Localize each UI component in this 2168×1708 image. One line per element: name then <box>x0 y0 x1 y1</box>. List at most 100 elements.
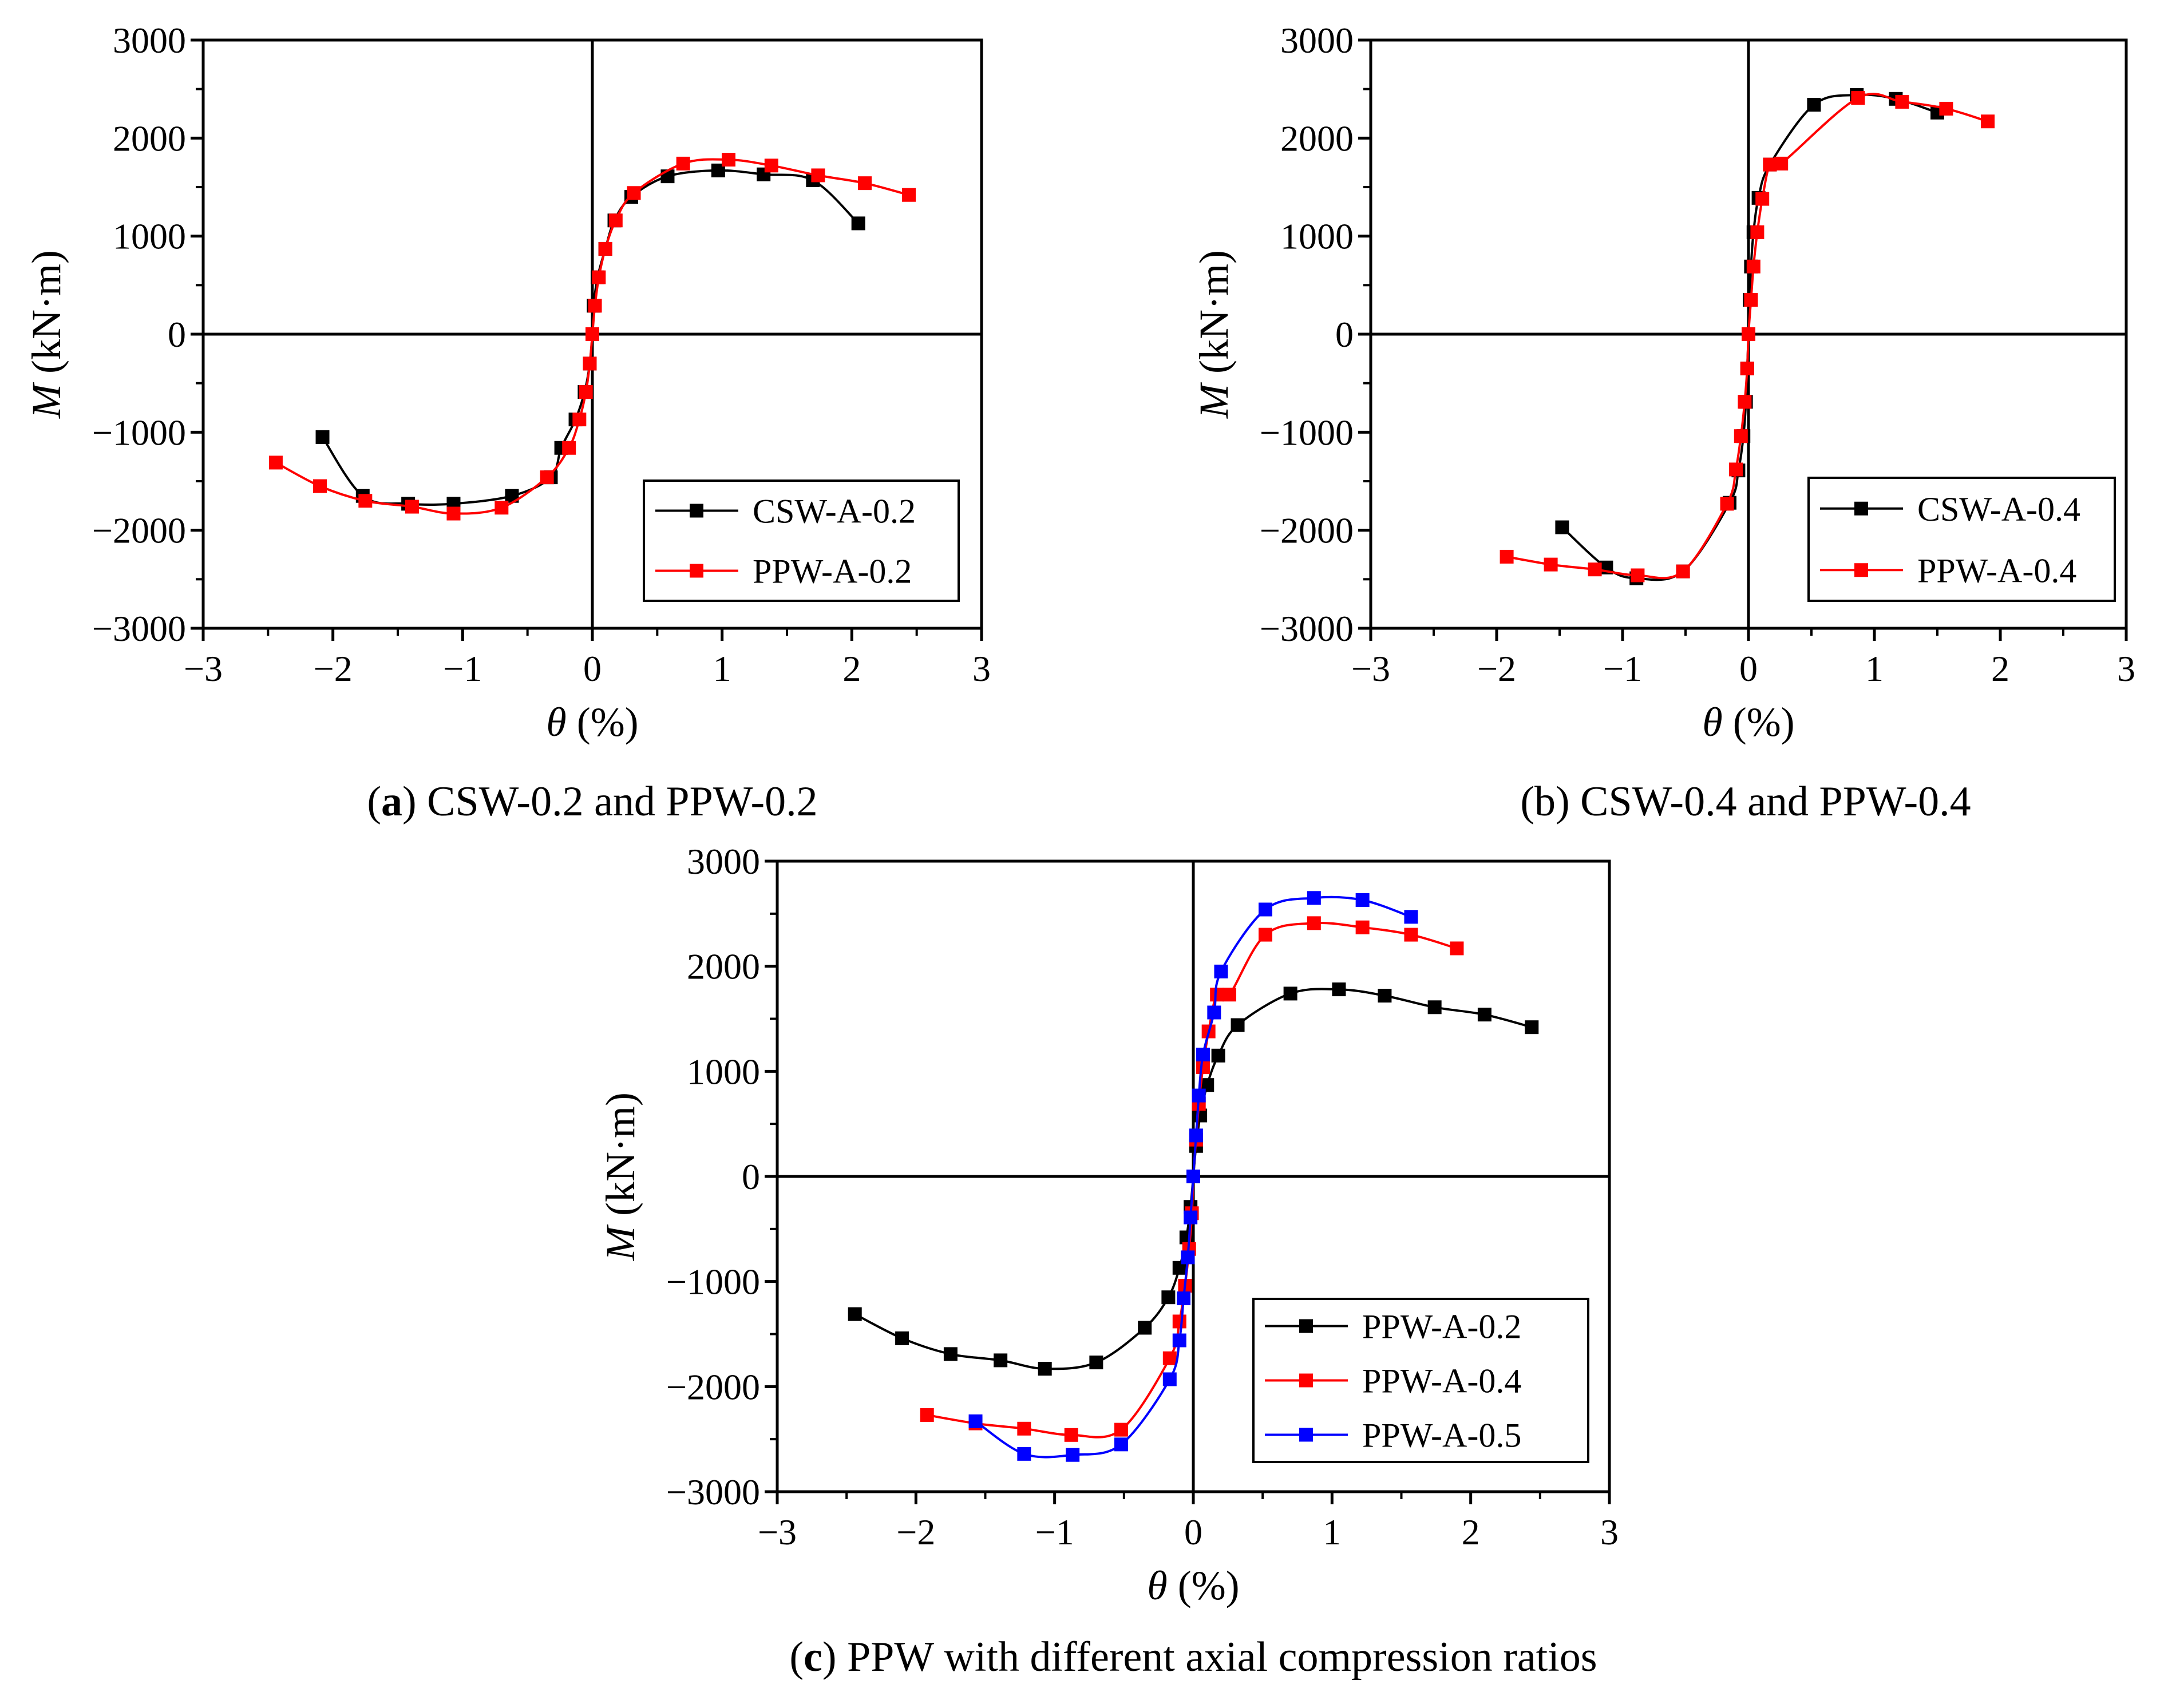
x-tick-label: 2 <box>1991 648 2009 689</box>
data-point <box>1223 988 1237 1002</box>
x-tick-label: 0 <box>1739 648 1758 689</box>
data-point <box>764 158 778 173</box>
data-point <box>1404 928 1418 942</box>
x-tick-label: 1 <box>713 648 731 689</box>
y-tick-label: −3000 <box>1260 608 1354 649</box>
data-point <box>592 270 606 284</box>
data-point <box>579 385 593 399</box>
y-tick-label: −2000 <box>666 1366 760 1407</box>
data-point <box>1172 1314 1186 1329</box>
caption-letter: a <box>381 778 402 825</box>
data-point <box>1066 1448 1080 1462</box>
data-point <box>676 156 690 171</box>
y-tick-label: 1000 <box>687 1051 760 1092</box>
data-point <box>1181 1250 1195 1265</box>
data-point <box>608 213 623 228</box>
caption-text: CSW-0.2 and PPW-0.2 <box>417 778 818 825</box>
legend-marker <box>1299 1373 1313 1388</box>
x-tick-label: 2 <box>842 648 861 689</box>
legend-marker <box>690 504 703 518</box>
data-point <box>1259 928 1273 942</box>
data-point <box>1307 891 1321 905</box>
x-axis-title: θ (%) <box>1702 699 1794 745</box>
y-axis-symbol: M <box>598 1224 643 1261</box>
data-point <box>811 168 825 183</box>
caption-text: PPW with different axial compression rat… <box>837 1634 1597 1681</box>
data-point <box>1186 1170 1200 1183</box>
legend-label: CSW-A-0.4 <box>1917 490 2080 528</box>
data-point <box>1038 1362 1052 1376</box>
data-point <box>1184 1210 1198 1224</box>
x-axis-title: θ (%) <box>1147 1563 1239 1608</box>
chart-panel-b: −3 −2 −1 0 1 2 3 −3000 −2000 −1000 0 1000 2000 3000 θ … <box>1191 20 2135 825</box>
data-point <box>1939 101 1953 116</box>
y-tick-label: −2000 <box>1260 510 1354 551</box>
data-point <box>848 1307 862 1321</box>
x-axis-symbol: θ <box>546 699 566 745</box>
data-point <box>943 1347 958 1361</box>
legend: PPW-A-0.2 PPW-A-0.4 PPW-A-0.5 <box>1252 1298 1589 1463</box>
data-point <box>1064 1428 1078 1442</box>
x-tick-label: −3 <box>1351 648 1390 689</box>
data-point <box>494 501 509 515</box>
data-point <box>598 241 612 256</box>
data-point <box>1750 225 1765 239</box>
data-point <box>1196 1047 1210 1061</box>
data-point <box>1332 982 1346 997</box>
caption-open-paren: ( <box>789 1634 804 1681</box>
data-point <box>1450 941 1464 956</box>
legend-marker <box>1854 563 1868 577</box>
data-point <box>902 188 916 202</box>
caption-letter: c <box>804 1634 822 1681</box>
data-point <box>1162 1351 1177 1365</box>
y-tick-label: 1000 <box>1280 216 1354 257</box>
data-point <box>1138 1321 1152 1335</box>
x-tick-label: −2 <box>896 1512 935 1552</box>
legend-marker <box>690 564 703 578</box>
x-axis-unit: (%) <box>1723 699 1795 745</box>
x-axis-symbol: θ <box>1147 1563 1167 1608</box>
data-point <box>1744 293 1758 307</box>
x-tick-label: −2 <box>314 648 353 689</box>
x-axis-unit: (%) <box>1168 1563 1240 1608</box>
data-point <box>1283 986 1297 1001</box>
y-tick-label: −2000 <box>92 510 186 551</box>
data-point <box>588 299 602 313</box>
data-point <box>1851 91 1865 105</box>
legend-label: PPW-A-0.5 <box>1362 1417 1521 1455</box>
panel-caption: (b) CSW-0.4 and PPW-0.4 <box>1520 778 1971 825</box>
data-point <box>1740 361 1754 375</box>
data-point <box>1807 98 1821 112</box>
data-point <box>1588 562 1602 577</box>
data-point <box>1114 1422 1128 1437</box>
y-tick-label: 2000 <box>1280 118 1354 158</box>
data-point <box>446 506 461 521</box>
caption-close-paren: ) <box>822 1634 837 1681</box>
data-point <box>1189 1128 1203 1143</box>
legend-box <box>1807 477 2116 602</box>
data-point <box>1355 920 1370 934</box>
data-point <box>1755 192 1770 206</box>
x-tick-label: 0 <box>1184 1512 1202 1552</box>
caption-text: CSW-0.4 and PPW-0.4 <box>1570 778 1971 825</box>
data-point <box>1676 564 1690 578</box>
y-tick-label: 0 <box>742 1156 760 1197</box>
data-point <box>1774 156 1789 171</box>
x-tick-label: 3 <box>2117 648 2135 689</box>
data-point <box>1742 327 1755 341</box>
x-tick-label: −3 <box>184 648 223 689</box>
data-point <box>1477 1008 1492 1022</box>
data-point <box>1981 114 1995 129</box>
y-axis-title: M (kN·m) <box>23 250 69 419</box>
legend-label: CSW-A-0.2 <box>753 493 916 530</box>
y-tick-label: −1000 <box>92 412 186 453</box>
data-point <box>313 479 327 493</box>
data-point <box>315 430 330 444</box>
caption-open-paren: ( <box>1520 778 1534 825</box>
x-axis-title: θ (%) <box>546 699 638 745</box>
x-tick-label: −3 <box>758 1512 797 1552</box>
panel-caption: (c) PPW with different axial compression… <box>789 1634 1597 1681</box>
legend-box <box>643 479 960 602</box>
panel-caption: (a) CSW-0.2 and PPW-0.2 <box>367 778 817 825</box>
legend: CSW-A-0.2 PPW-A-0.2 <box>643 479 960 602</box>
